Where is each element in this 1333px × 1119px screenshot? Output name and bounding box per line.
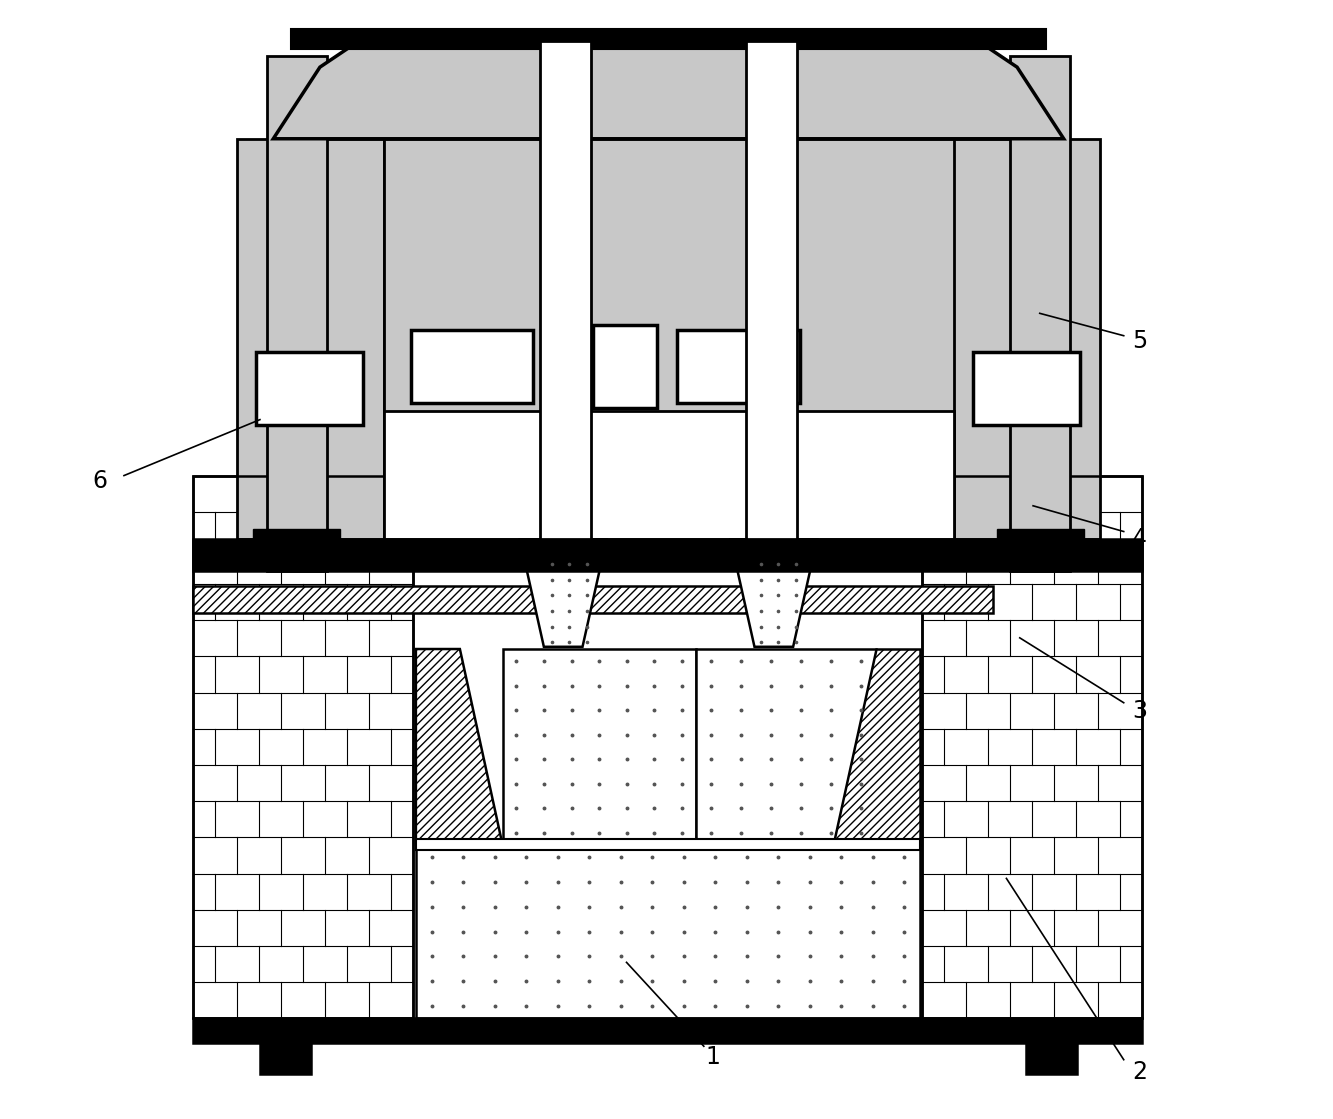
Bar: [237, 139, 384, 539]
Bar: [953, 139, 1100, 539]
Polygon shape: [416, 649, 503, 845]
Bar: [256, 352, 363, 425]
Bar: [267, 56, 327, 571]
Bar: [677, 330, 800, 403]
Bar: [540, 41, 591, 539]
Bar: [193, 539, 1142, 571]
Bar: [384, 411, 954, 539]
Polygon shape: [730, 539, 817, 647]
Bar: [260, 1041, 311, 1074]
Bar: [384, 139, 954, 539]
Polygon shape: [833, 649, 920, 845]
Bar: [997, 529, 1084, 543]
Bar: [973, 352, 1080, 425]
Text: 6: 6: [92, 469, 108, 493]
Bar: [746, 41, 797, 539]
Bar: [416, 839, 920, 850]
Bar: [291, 29, 1046, 49]
Bar: [922, 476, 1142, 1018]
Bar: [1010, 56, 1070, 571]
Bar: [193, 1018, 1142, 1043]
Text: 1: 1: [705, 1045, 721, 1070]
Bar: [503, 649, 696, 845]
Bar: [593, 325, 657, 408]
Bar: [696, 649, 876, 845]
Bar: [1026, 1041, 1077, 1074]
Bar: [193, 476, 413, 1018]
Bar: [411, 330, 533, 403]
Bar: [922, 476, 1142, 1018]
Bar: [193, 476, 413, 1018]
Bar: [253, 529, 340, 543]
Bar: [416, 845, 920, 1018]
Bar: [193, 586, 993, 613]
Text: 5: 5: [1132, 329, 1148, 354]
Text: 3: 3: [1132, 698, 1148, 723]
Text: 2: 2: [1132, 1060, 1148, 1084]
Polygon shape: [520, 539, 607, 647]
Text: 4: 4: [1132, 527, 1148, 552]
Polygon shape: [273, 45, 1064, 139]
